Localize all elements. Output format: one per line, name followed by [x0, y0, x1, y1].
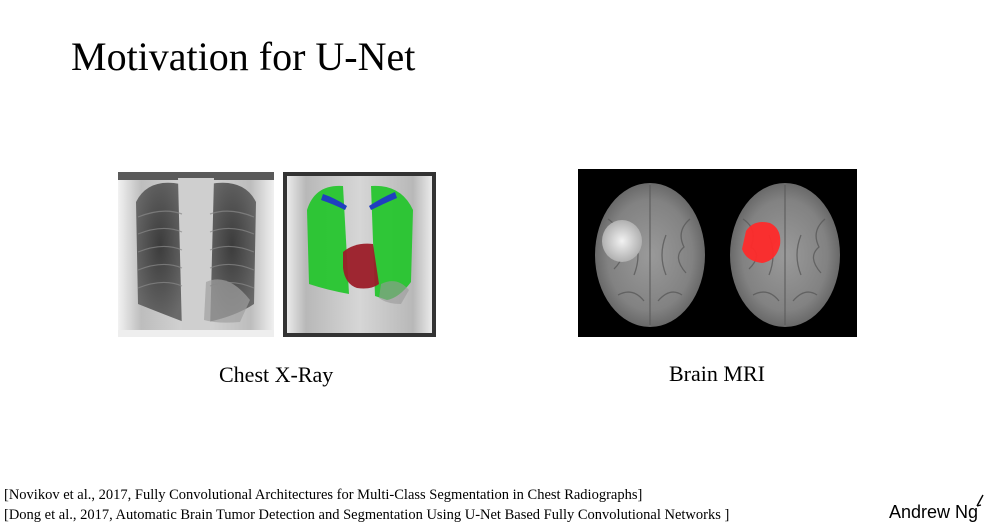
- chest-xray-caption: Chest X-Ray: [219, 362, 334, 387]
- reference-novikov: [Novikov et al., 2017, Fully Convolution…: [4, 487, 643, 503]
- chest-xray-image: [118, 172, 274, 337]
- author-name: Andrew Ng: [889, 502, 979, 522]
- reference-dong: [Dong et al., 2017, Automatic Brain Tumo…: [4, 507, 730, 523]
- slide-title: Motivation for U-Net: [71, 34, 416, 79]
- brain-mri-caption: Brain MRI: [669, 361, 765, 386]
- brain-mri-image: [578, 169, 857, 337]
- chest-xray-segmentation-image: [283, 172, 436, 337]
- pen-mark-icon: [976, 494, 984, 507]
